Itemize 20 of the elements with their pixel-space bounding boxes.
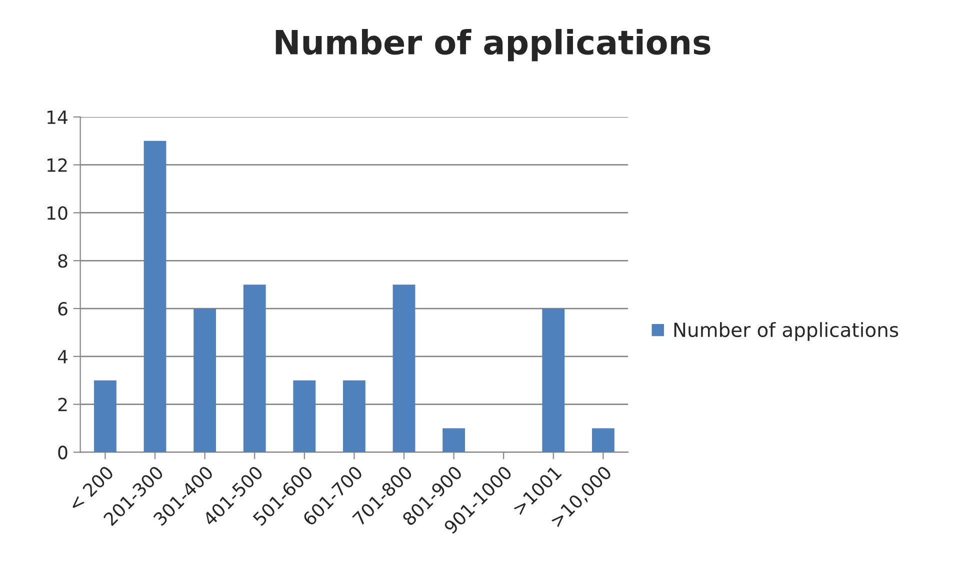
y-tick-label: 4	[58, 350, 68, 364]
bar	[94, 380, 116, 452]
y-tick-label: 2	[58, 398, 67, 412]
bar	[342, 380, 366, 452]
chart-title: Number of applications	[276, 28, 710, 62]
bar	[144, 140, 166, 452]
y-tick-label: 8	[58, 254, 68, 268]
y-tick-label: 6	[58, 302, 68, 316]
y-tick-label: 10	[48, 206, 68, 220]
y-tick-label: 12	[48, 158, 67, 172]
y-tick-label: 0	[58, 446, 68, 460]
bar	[243, 284, 266, 452]
bar	[592, 428, 614, 452]
bar	[293, 380, 316, 452]
bar	[542, 308, 565, 452]
bar	[442, 428, 465, 452]
bar	[194, 308, 216, 452]
bar	[392, 284, 416, 452]
y-tick-label: 14	[48, 110, 68, 124]
legend-label: Number of applications	[674, 322, 898, 341]
